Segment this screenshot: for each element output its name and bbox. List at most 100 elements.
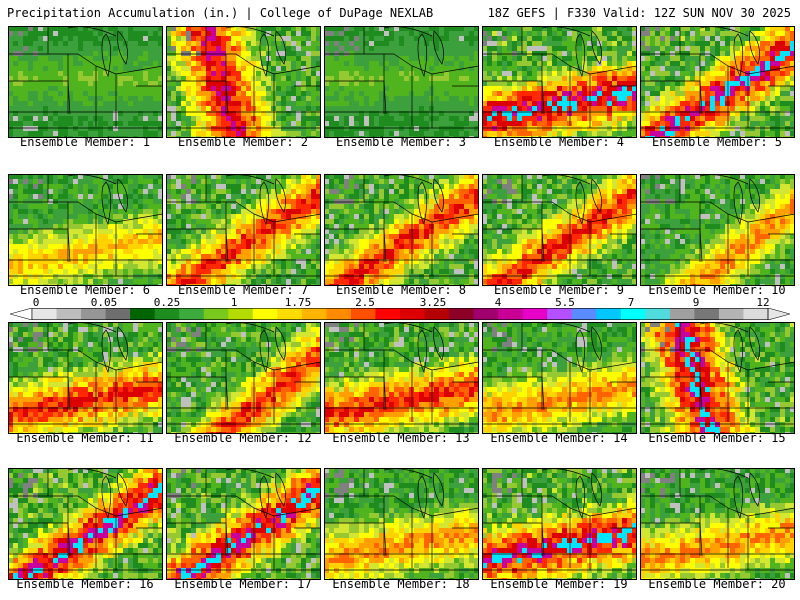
state-boundaries (482, 322, 637, 425)
state-boundaries (482, 26, 637, 129)
colorbar-left-arrow (10, 308, 33, 320)
map-frame (166, 468, 321, 580)
precip-field (166, 174, 321, 286)
ensemble-member-label: Ensemble Member: 4 (493, 135, 625, 149)
precip-field (166, 468, 321, 580)
precip-field (324, 322, 479, 434)
precip-map (324, 322, 479, 434)
colorbar-segment (203, 308, 229, 320)
colorbar-segment (81, 308, 107, 320)
colorbar-tick-label: 1.75 (284, 296, 312, 309)
precip-field (8, 26, 163, 138)
map-frame (166, 174, 321, 286)
colorbar-tick-label: 5.5 (555, 296, 575, 309)
map-frame (482, 468, 637, 580)
precip-field (166, 322, 321, 434)
ensemble-member-map (640, 174, 795, 286)
colorbar-tick-label: 3.25 (419, 296, 447, 309)
ensemble-member-label: Ensemble Member: 15 (648, 431, 786, 445)
ensemble-member-label: Ensemble Member: 2 (177, 135, 309, 149)
colorbar-segment (350, 308, 376, 320)
map-frame (324, 26, 479, 138)
precip-field (640, 322, 795, 434)
ensemble-member-label: Ensemble Member: 5 (651, 135, 783, 149)
precip-map (640, 174, 795, 286)
state-boundaries (324, 26, 479, 129)
precip-map (640, 322, 795, 434)
colorbar-segment (547, 308, 573, 320)
ensemble-member-map (324, 322, 479, 434)
colorbar-segment (277, 308, 303, 320)
ensemble-member-map (640, 322, 795, 434)
ensemble-member-map (324, 26, 479, 138)
ensemble-member-label: Ensemble Member: 17 (174, 577, 312, 591)
colorbar-tick-label: 9 (692, 296, 700, 309)
precip-field (324, 174, 479, 286)
ensemble-member-map (640, 26, 795, 138)
precip-field (482, 468, 637, 580)
colorbar-segment (252, 308, 278, 320)
colorbar-segment (743, 308, 769, 320)
ensemble-member-map (166, 322, 321, 434)
precip-map (482, 468, 637, 580)
colorbar-segment (473, 308, 499, 320)
ensemble-member-label: Ensemble Member: 9 (493, 283, 625, 297)
model-run-info: 18Z GEFS | F330 Valid: 12Z SUN NOV 30 20… (487, 6, 791, 20)
colorbar-segment (32, 308, 58, 320)
state-boundaries (8, 174, 163, 277)
map-frame (640, 26, 795, 138)
precip-field (482, 322, 637, 434)
colorbar-segment (400, 308, 426, 320)
map-frame (640, 174, 795, 286)
map-frame (8, 322, 163, 434)
precip-field (8, 468, 163, 580)
map-frame (482, 26, 637, 138)
map-frame (8, 26, 163, 138)
state-boundaries (324, 468, 479, 571)
state-boundaries (482, 174, 637, 277)
precip-field (8, 322, 163, 434)
map-frame (166, 26, 321, 138)
ensemble-member-label: Ensemble Member: 7 (177, 283, 309, 297)
precip-field (640, 468, 795, 580)
ensemble-member-map (640, 468, 795, 580)
ensemble-member-map (482, 468, 637, 580)
colorbar-tick-label: 0.05 (90, 296, 118, 309)
ensemble-member-label: Ensemble Member: 14 (490, 431, 628, 445)
colorbar-segment (718, 308, 744, 320)
state-boundaries (640, 174, 795, 277)
precip-field (324, 468, 479, 580)
precip-map (8, 322, 163, 434)
map-frame (482, 322, 637, 434)
precip-field (640, 174, 795, 286)
colorbar-segment (620, 308, 646, 320)
state-boundaries (166, 26, 321, 129)
ensemble-member-map (8, 174, 163, 286)
colorbar-tick-label: 1 (230, 296, 238, 309)
precip-map (482, 174, 637, 286)
state-boundaries (166, 468, 321, 571)
precipitation-colorbar (10, 308, 790, 320)
precip-field (166, 26, 321, 138)
state-boundaries (8, 468, 163, 571)
precip-map (482, 322, 637, 434)
ensemble-member-label: Ensemble Member: 8 (335, 283, 467, 297)
colorbar-tick-label: 2.5 (355, 296, 375, 309)
precip-map (640, 26, 795, 138)
precip-field (324, 26, 479, 138)
colorbar-segment (375, 308, 401, 320)
map-frame (324, 468, 479, 580)
colorbar-tick-label: 12 (756, 296, 770, 309)
colorbar-segment (130, 308, 156, 320)
state-boundaries (166, 322, 321, 425)
map-frame (324, 322, 479, 434)
colorbar-segment (301, 308, 327, 320)
ensemble-member-label: Ensemble Member: 13 (332, 431, 470, 445)
precip-map (324, 26, 479, 138)
state-boundaries (640, 322, 795, 425)
precip-map (166, 322, 321, 434)
ensemble-member-map (482, 322, 637, 434)
precip-field (8, 174, 163, 286)
ensemble-member-map (324, 468, 479, 580)
precip-map (324, 174, 479, 286)
